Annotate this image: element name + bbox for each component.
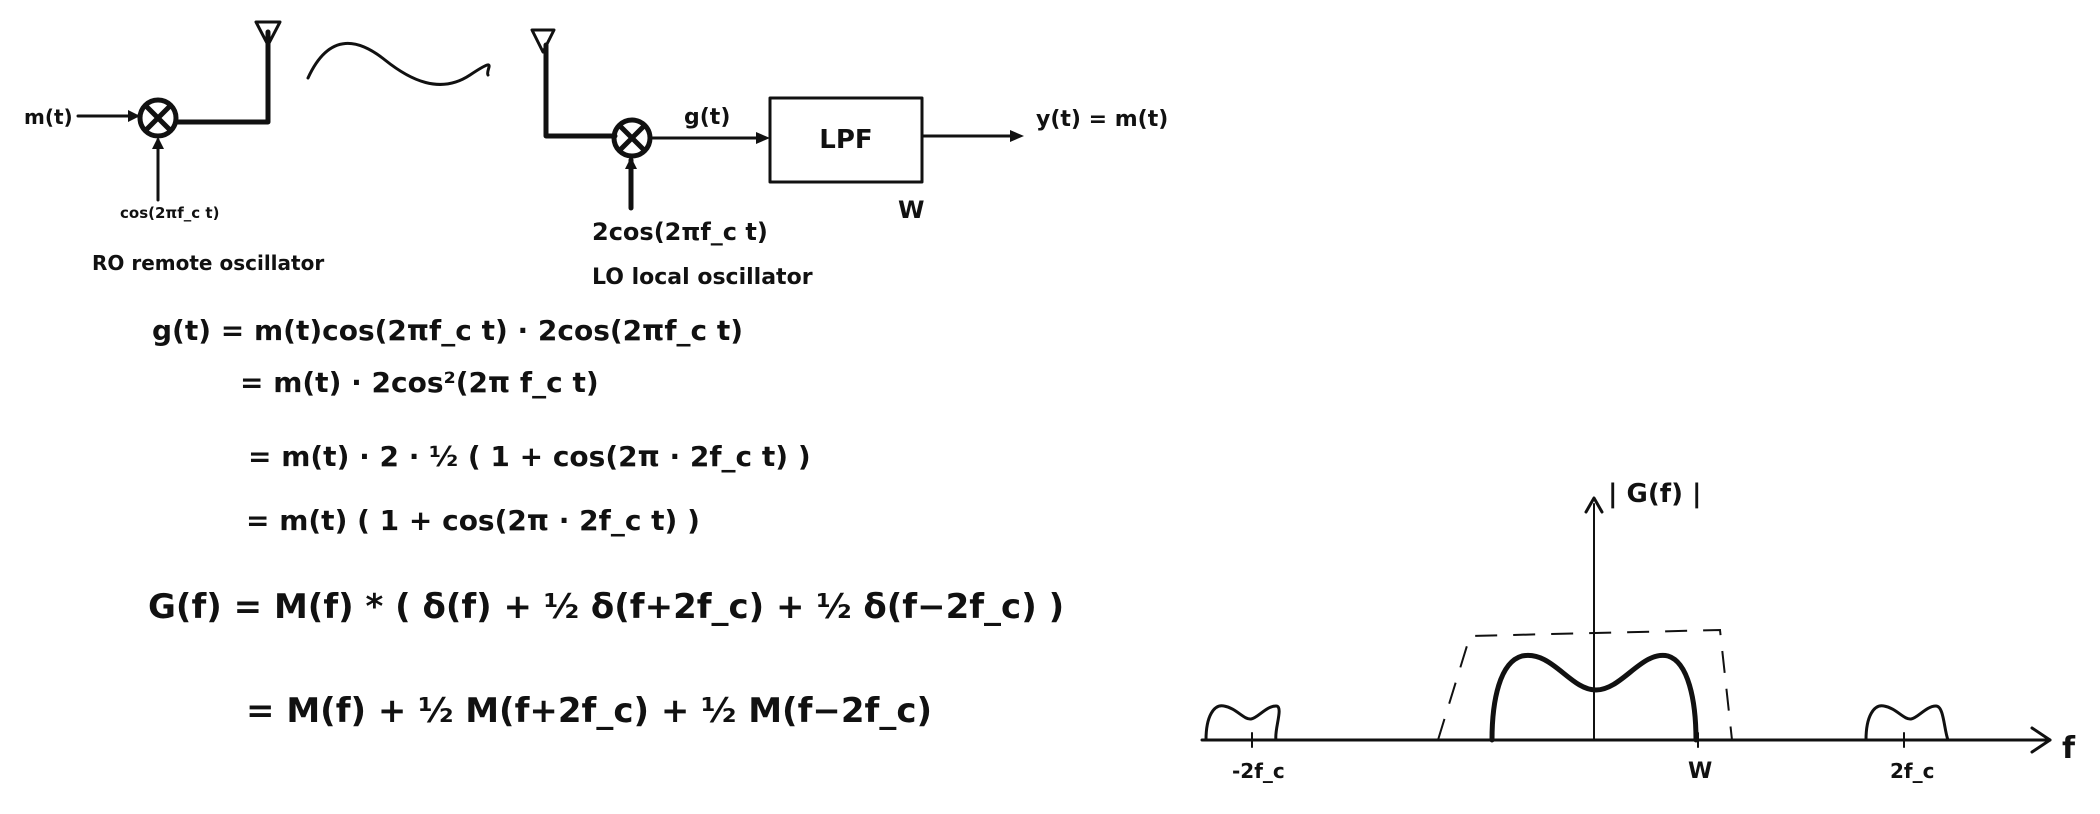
magnitude-axis-arrowhead — [1584, 496, 1604, 514]
mixer-output-arrowhead — [756, 132, 770, 144]
local-carrier-label: 2cos(2πf_c t) — [592, 218, 768, 246]
frequency-axis-label: f — [2062, 731, 2076, 766]
lpf-label: LPF — [819, 125, 872, 155]
local-oscillator-label: LO local oscillator — [592, 265, 813, 290]
lpf-response-dashed — [1437, 628, 1733, 741]
derivation-line-2: = m(t) · 2cos²(2π f_c t) — [240, 366, 599, 399]
wave-icon — [306, 41, 491, 86]
lpf-output-arrowhead — [1010, 130, 1024, 142]
magnitude-axis-label: | G(f) | — [1608, 479, 1702, 509]
derivation-line-6: = M(f) + ½ M(f+2f_c) + ½ M(f−2f_c) — [246, 691, 932, 731]
mixer-output-label: g(t) — [684, 105, 730, 130]
image-spectrum-positive — [1864, 704, 1950, 742]
lpf-bandwidth-label: W — [898, 196, 924, 224]
tick-W-label: W — [1688, 759, 1712, 784]
baseband-spectrum-curve — [1489, 652, 1699, 743]
derivation-line-1: g(t) = m(t)cos(2πf_c t) · 2cos(2πf_c t) — [152, 314, 743, 347]
tick-pos-2fc-label: 2f_c — [1890, 759, 1934, 783]
input-arrowhead — [128, 110, 140, 122]
derivation-line-4: = m(t) ( 1 + cos(2π · 2f_c t) ) — [246, 504, 700, 537]
input-signal-label: m(t) — [24, 105, 73, 129]
frequency-axis-arrowhead — [2030, 726, 2052, 754]
carrier-arrowhead — [152, 137, 164, 149]
receive-antenna-icon — [530, 28, 556, 54]
receiver-mixer — [611, 117, 653, 159]
derivation-line-3: = m(t) · 2 · ½ ( 1 + cos(2π · 2f_c t) ) — [248, 440, 811, 473]
output-label: y(t) = m(t) — [1036, 107, 1168, 132]
transmitter-mixer — [137, 97, 179, 139]
remote-oscillator-label: RO remote oscillator — [92, 251, 324, 275]
image-spectrum-negative — [1204, 704, 1281, 742]
tick-neg-2fc-label: -2f_c — [1232, 759, 1285, 783]
receive-antenna-feed — [543, 42, 618, 139]
carrier-label: cos(2πf_c t) — [120, 204, 219, 222]
lpf-block — [768, 96, 924, 184]
local-carrier-arrowhead — [625, 157, 637, 169]
transmit-antenna-feed — [173, 29, 271, 125]
transmit-antenna-icon — [254, 20, 282, 47]
derivation-line-5: G(f) = M(f) * ( δ(f) + ½ δ(f+2f_c) + ½ δ… — [148, 587, 1064, 627]
